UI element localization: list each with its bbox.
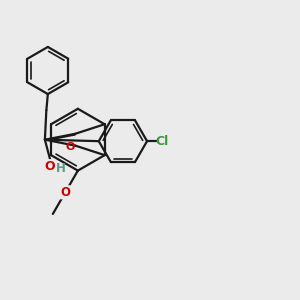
Text: O: O: [44, 160, 55, 173]
Text: O: O: [65, 142, 75, 152]
Text: Cl: Cl: [156, 135, 169, 148]
Text: O: O: [60, 186, 70, 199]
Text: H: H: [56, 162, 65, 175]
